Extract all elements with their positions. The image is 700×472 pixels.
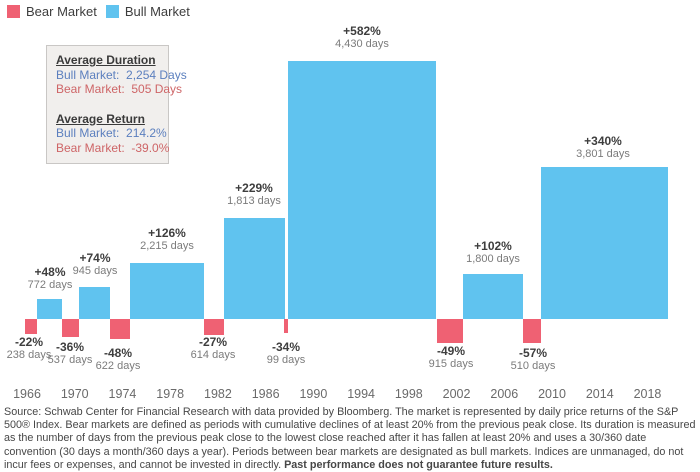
bull-market-bar — [541, 167, 668, 319]
bar-return-label: +48% — [34, 265, 66, 279]
x-axis-tick: 1986 — [251, 387, 280, 401]
bear-bar-label: -27% 614 days — [191, 336, 236, 361]
bull-bar-label: +582% 4,430 days — [335, 25, 389, 50]
bar-return-label: +102% — [474, 239, 512, 253]
x-axis-tick: 1978 — [156, 387, 185, 401]
bull-market-bar — [130, 263, 204, 319]
bar-return-label: -57% — [518, 346, 547, 360]
bar-duration-label: 622 days — [95, 360, 141, 372]
average-return-bear: Bear Market: -39.0% — [56, 140, 170, 155]
bear-market-bar — [523, 319, 541, 343]
bear-market-swatch-icon — [7, 5, 20, 18]
bar-duration-label: 238 days — [6, 349, 52, 361]
bear-bar-label: -22% 238 days — [7, 336, 52, 361]
source-note-text: Source: Schwab Center for Financial Rese… — [4, 406, 696, 471]
bar-return-label: +74% — [79, 251, 111, 265]
x-axis-tick: 1990 — [299, 387, 328, 401]
x-axis-tick: 1974 — [108, 387, 137, 401]
bar-duration-label: 1,813 days — [227, 195, 281, 207]
bull-market-bar — [37, 299, 62, 319]
x-axis-tick: 1998 — [394, 387, 423, 401]
bull-market-bar — [224, 218, 285, 319]
stats-box: Average Duration Bull Market: 2,254 Days… — [46, 45, 187, 164]
bear-bar-label: -36% 537 days — [48, 341, 93, 366]
bear-market-bar — [204, 319, 224, 335]
bar-duration-label: 772 days — [27, 279, 73, 291]
bear-market-bar — [25, 319, 37, 334]
bull-bar-label: +229% 1,813 days — [227, 182, 281, 207]
average-return-bull: Bull Market: 214.2% — [56, 126, 167, 140]
bear-bar-label: -57% 510 days — [511, 347, 556, 372]
bar-return-label: +229% — [235, 181, 273, 195]
x-axis-tick: 2006 — [490, 387, 519, 401]
source-note: Source: Schwab Center for Financial Rese… — [4, 406, 698, 472]
x-axis-tick: 1994 — [347, 387, 376, 401]
bull-bar-label: +126% 2,215 days — [140, 227, 194, 252]
bar-return-label: -36% — [55, 340, 84, 354]
bar-return-label: +582% — [343, 24, 381, 38]
bar-duration-label: 4,430 days — [335, 38, 389, 50]
bar-return-label: -27% — [198, 335, 227, 349]
bar-return-label: -22% — [14, 335, 43, 349]
legend: Bear Market Bull Market — [7, 4, 199, 19]
x-axis-tick: 2014 — [585, 387, 614, 401]
bear-bar-label: -49% 915 days — [429, 345, 474, 370]
legend-item-bear: Bear Market — [7, 4, 97, 19]
bear-legend-label: Bear Market — [26, 4, 97, 19]
bull-bar-label: +340% 3,801 days — [576, 135, 630, 160]
bar-duration-label: 537 days — [47, 354, 93, 366]
bar-duration-label: 1,800 days — [466, 253, 520, 265]
bar-return-label: -49% — [436, 344, 465, 358]
x-axis-tick: 2018 — [633, 387, 662, 401]
bull-market-bar — [288, 61, 436, 319]
bar-duration-label: 945 days — [72, 265, 118, 277]
x-axis-tick: 1982 — [204, 387, 232, 401]
bar-duration-label: 2,215 days — [140, 240, 194, 252]
bar-duration-label: 614 days — [190, 349, 236, 361]
legend-item-bull: Bull Market — [105, 4, 190, 19]
bull-legend-label: Bull Market — [124, 4, 190, 19]
x-axis-tick: 2002 — [442, 387, 471, 401]
bar-return-label: +340% — [584, 134, 622, 148]
x-axis-tick: 1970 — [60, 387, 89, 401]
bull-market-bar — [79, 287, 110, 319]
x-axis-tick: 2010 — [538, 387, 566, 401]
bar-duration-label: 915 days — [428, 358, 474, 370]
source-note-bold-text: Past performance does not guarantee futu… — [281, 458, 553, 471]
bear-market-bar — [110, 319, 130, 339]
stats-gap — [56, 97, 159, 109]
average-return-title: Average Return — [56, 111, 145, 126]
bear-bar-label: -34% 99 days — [267, 341, 306, 366]
bull-market-bar — [463, 274, 523, 319]
bull-bar-label: +102% 1,800 days — [466, 240, 520, 265]
bar-duration-label: 99 days — [266, 354, 306, 366]
average-duration-title: Average Duration — [56, 53, 156, 67]
bar-return-label: -34% — [271, 340, 300, 354]
bear-bar-label: -48% 622 days — [96, 347, 141, 372]
bear-market-bar — [284, 319, 288, 333]
bull-market-swatch-icon — [105, 5, 119, 18]
bull-bar-label: +74% 945 days — [73, 252, 118, 277]
bear-market-bar — [62, 319, 79, 337]
bear-market-bar — [437, 319, 463, 343]
bar-duration-label: 3,801 days — [576, 148, 630, 160]
bar-return-label: -48% — [103, 346, 132, 360]
bull-bar-label: +48% 772 days — [28, 266, 73, 291]
average-duration-bear: Bear Market: 505 Days — [56, 82, 183, 96]
x-axis-tick: 1966 — [13, 387, 41, 401]
bar-duration-label: 510 days — [510, 360, 556, 372]
bar-return-label: +126% — [148, 226, 186, 240]
average-duration-bull: Bull Market: 2,254 Days — [56, 67, 187, 82]
